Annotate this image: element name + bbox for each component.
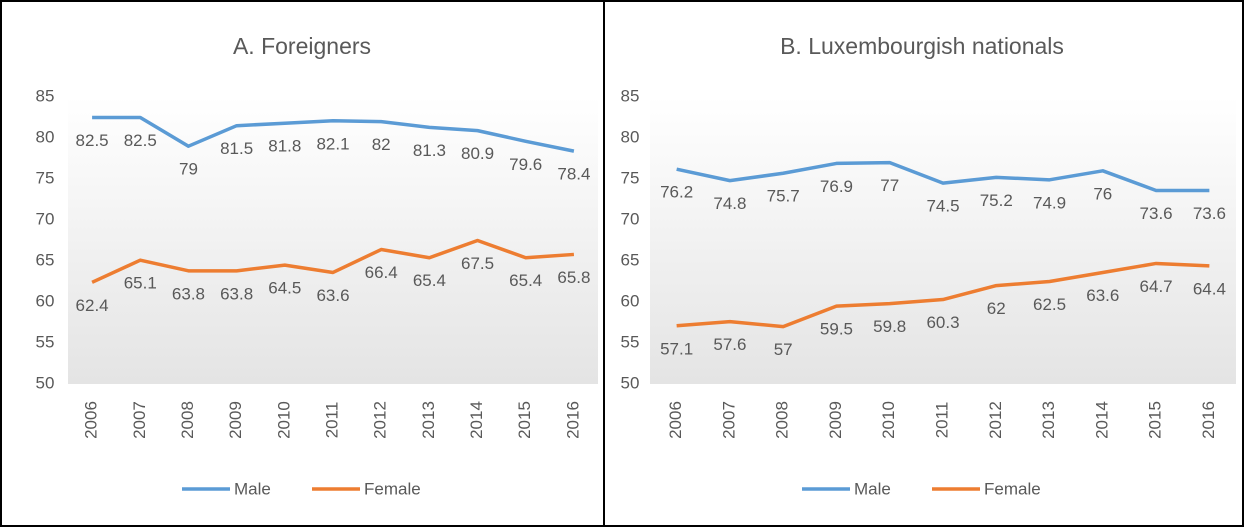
data-label: 81.5: [220, 139, 253, 158]
x-tick-label: 2012: [371, 401, 390, 439]
data-label: 80.9: [461, 144, 494, 163]
y-tick-label: 70: [36, 209, 55, 228]
y-tick-label: 80: [36, 127, 55, 146]
x-tick-label: 2015: [515, 401, 534, 439]
y-tick-label: 50: [621, 373, 640, 392]
data-label: 62.4: [76, 296, 109, 315]
x-tick-label: 2011: [322, 402, 341, 439]
x-tick-label: 2011: [932, 402, 951, 439]
y-tick-label: 75: [36, 168, 55, 187]
series-line: [92, 115, 575, 153]
x-tick-label: 2009: [826, 401, 845, 439]
data-label: 64.4: [1193, 279, 1226, 298]
data-label: 64.7: [1140, 277, 1173, 296]
series-line: [91, 238, 575, 284]
data-label: 63.6: [1086, 286, 1119, 305]
data-label: 79: [179, 160, 198, 179]
data-label: 76.9: [820, 177, 853, 196]
legend-label: Female: [984, 479, 1041, 498]
data-label: 59.8: [873, 317, 906, 336]
data-label: 77: [880, 176, 899, 195]
chart-title: A. Foreigners: [233, 33, 371, 59]
x-tick-label: 2007: [130, 401, 149, 439]
y-tick-label: 85: [36, 86, 55, 105]
y-tick-label: 85: [621, 86, 640, 105]
y-tick-label: 55: [621, 332, 640, 351]
y-tick-label: 80: [621, 127, 640, 146]
y-tick-label: 70: [621, 209, 640, 228]
data-label: 65.1: [124, 274, 157, 293]
legend-label: Female: [364, 479, 421, 498]
data-label: 81.8: [268, 137, 301, 156]
data-label: 59.5: [820, 320, 853, 339]
data-label: 62: [987, 299, 1006, 318]
x-tick-label: 2010: [879, 401, 898, 439]
data-label: 82.1: [316, 134, 349, 153]
y-tick-label: 60: [36, 291, 55, 310]
data-label: 57.6: [713, 335, 746, 354]
data-label: 81.3: [413, 141, 446, 160]
plot-area: [68, 97, 598, 384]
x-tick-label: 2013: [419, 401, 438, 439]
x-tick-label: 2007: [719, 401, 738, 439]
data-label: 82.5: [124, 131, 157, 150]
y-tick-label: 50: [36, 373, 55, 392]
data-label: 65.4: [413, 271, 446, 290]
data-label: 74.5: [926, 197, 959, 216]
data-label: 67.5: [461, 254, 494, 273]
data-label: 73.6: [1193, 204, 1226, 223]
data-label: 57: [774, 340, 793, 359]
data-label: 75.2: [980, 191, 1013, 210]
plot-area: [650, 97, 1236, 384]
data-label: 65.4: [509, 271, 542, 290]
x-tick-label: 2016: [563, 401, 582, 439]
y-tick-label: 75: [621, 168, 640, 187]
data-label: 65.8: [557, 268, 590, 287]
x-tick-label: 2013: [1039, 401, 1058, 439]
x-tick-label: 2008: [773, 401, 792, 439]
y-tick-label: 55: [36, 332, 55, 351]
data-label: 62.5: [1033, 295, 1066, 314]
data-label: 82.5: [76, 131, 109, 150]
y-tick-label: 60: [621, 291, 640, 310]
series-line: [676, 261, 1210, 329]
data-label: 73.6: [1140, 204, 1173, 223]
data-label: 57.1: [660, 339, 693, 358]
data-label: 78.4: [557, 165, 590, 184]
data-label: 63.6: [316, 286, 349, 305]
chart-title: B. Luxembourgish nationals: [780, 33, 1064, 59]
data-label: 74.8: [713, 194, 746, 213]
x-tick-label: 2016: [1199, 401, 1218, 439]
x-tick-label: 2009: [226, 401, 245, 439]
series-line: [676, 160, 1210, 193]
x-tick-label: 2010: [274, 401, 293, 439]
data-label: 74.9: [1033, 193, 1066, 212]
data-label: 63.8: [172, 284, 205, 303]
x-tick-label: 2008: [178, 401, 197, 439]
x-tick-label: 2014: [1092, 401, 1111, 439]
data-label: 63.8: [220, 284, 253, 303]
legend-label: Male: [854, 479, 891, 498]
data-label: 64.5: [268, 279, 301, 298]
x-tick-label: 2006: [82, 401, 101, 439]
data-label: 60.3: [926, 313, 959, 332]
x-tick-label: 2012: [986, 401, 1005, 439]
data-label: 66.4: [365, 263, 398, 282]
data-label: 82: [372, 135, 391, 154]
data-label: 76: [1093, 184, 1112, 203]
x-tick-label: 2006: [666, 401, 685, 439]
y-tick-label: 65: [621, 250, 640, 269]
data-label: 79.6: [509, 155, 542, 174]
data-label: 75.7: [767, 187, 800, 206]
x-tick-label: 2015: [1146, 401, 1165, 439]
x-tick-label: 2014: [467, 401, 486, 439]
y-tick-label: 65: [36, 250, 55, 269]
legend-label: Male: [234, 479, 271, 498]
data-label: 76.2: [660, 183, 693, 202]
